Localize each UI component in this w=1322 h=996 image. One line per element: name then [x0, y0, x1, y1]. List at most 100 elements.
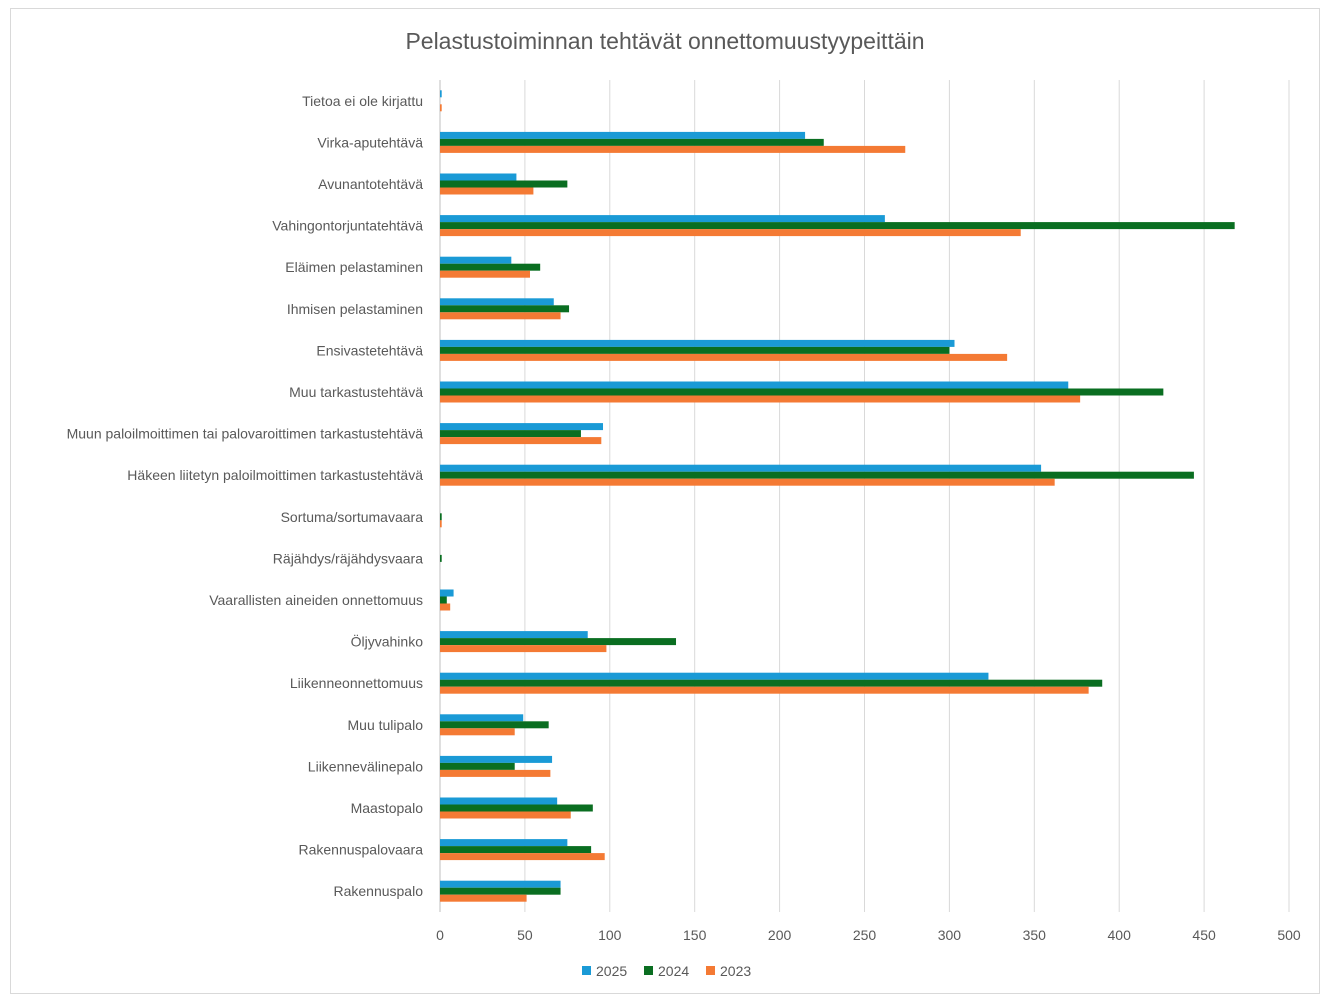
bar-2025: [440, 381, 1069, 389]
bar-2023: [440, 312, 561, 320]
bar-2023: [440, 603, 451, 611]
bar-2024: [440, 388, 1164, 396]
legend-label: 2024: [658, 963, 689, 979]
category-label: Räjähdys/räjähdysvaara: [273, 550, 423, 566]
x-tick-label: 300: [938, 927, 962, 943]
bar-2025: [440, 672, 989, 680]
category-label: Liikenneonnettomuus: [290, 675, 423, 691]
category-labels: Tietoa ei ole kirjattu Virka-aputehtävä Av…: [67, 93, 424, 899]
chart-frame: [10, 8, 1320, 994]
gridlines: [439, 80, 1290, 912]
category-label: Sortuma/sortumavaara: [281, 509, 424, 525]
bar-2023: [440, 187, 534, 195]
bar-2025: [440, 256, 512, 264]
bar-2025: [440, 589, 454, 597]
bar-2024: [440, 887, 561, 895]
legend: 2025 2024 2023: [582, 963, 751, 979]
bar-2023: [440, 769, 551, 777]
bar-2025: [440, 714, 524, 722]
bar-2024: [440, 762, 515, 770]
bar-2024: [440, 305, 570, 313]
category-label: Muun paloilmoittimen tai palovaroittimen…: [67, 426, 424, 442]
category-label: Liikennevälinepalo: [308, 758, 423, 774]
bar-2024: [440, 222, 1235, 230]
category-label: Avunantotehtävä: [318, 176, 423, 192]
tick-labels: 0 50 100 150 200 250 300 350 400 450 500: [436, 927, 1301, 943]
x-tick-label: 100: [598, 927, 622, 943]
bar-2025: [440, 423, 604, 431]
legend-swatch-2023: [706, 966, 715, 975]
bar-2024: [440, 638, 677, 646]
bar-2023: [440, 686, 1089, 694]
bar-2023: [440, 353, 1008, 361]
bar-2024: [440, 513, 442, 521]
bar-2024: [440, 263, 541, 271]
bar-2024: [440, 180, 568, 188]
bar-2024: [440, 138, 824, 146]
bar-2024: [440, 554, 442, 562]
category-label: Virka-aputehtävä: [317, 134, 423, 150]
bar-2024: [440, 679, 1103, 687]
legend-label: 2023: [720, 963, 751, 979]
legend-swatch-2025: [582, 966, 591, 975]
legend-swatch-2024: [644, 966, 653, 975]
legend-label: 2025: [596, 963, 627, 979]
bar-2025: [440, 90, 442, 98]
bar-2024: [440, 846, 592, 854]
x-tick-label: 400: [1108, 927, 1132, 943]
category-label: Rakennuspalovaara: [298, 842, 423, 858]
category-label: Rakennuspalo: [333, 883, 423, 899]
bar-2025: [440, 173, 517, 181]
x-tick-label: 200: [768, 927, 792, 943]
bar-2023: [440, 853, 605, 861]
bar-2025: [440, 464, 1042, 472]
bars: [440, 90, 1235, 902]
bar-2025: [440, 631, 588, 639]
x-tick-label: 50: [517, 927, 533, 943]
category-label: Öljyvahinko: [351, 633, 424, 650]
bar-2025: [440, 131, 806, 139]
x-tick-label: 450: [1192, 927, 1216, 943]
x-tick-label: 350: [1023, 927, 1047, 943]
bar-2023: [440, 894, 527, 902]
bar-2023: [440, 437, 602, 445]
category-label: Ensivastetehtävä: [316, 342, 423, 358]
bar-2023: [440, 478, 1055, 486]
x-tick-label: 250: [853, 927, 877, 943]
bar-2025: [440, 755, 553, 763]
bar-2023: [440, 811, 571, 819]
category-label: Ihmisen pelastaminen: [287, 301, 423, 317]
bar-2023: [440, 520, 442, 528]
bar-2024: [440, 471, 1194, 479]
bar-2024: [440, 721, 549, 729]
category-label: Maastopalo: [351, 800, 424, 816]
bar-2024: [440, 430, 581, 438]
bar-2023: [440, 395, 1081, 403]
bar-2025: [440, 215, 885, 223]
bar-2023: [440, 145, 906, 153]
bar-2023: [440, 229, 1021, 237]
bar-2023: [440, 270, 530, 278]
x-tick-label: 500: [1277, 927, 1301, 943]
bar-2023: [440, 645, 607, 653]
bar-2025: [440, 797, 558, 805]
bar-2025: [440, 298, 554, 306]
category-label: Muu tulipalo: [348, 717, 424, 733]
bar-2024: [440, 346, 950, 354]
bar-2023: [440, 104, 442, 112]
x-tick-label: 150: [683, 927, 707, 943]
bar-2024: [440, 804, 593, 812]
category-label: Vahingontorjuntatehtävä: [272, 218, 423, 234]
category-label: Häkeen liitetyn paloilmoittimen tarkastu…: [127, 467, 423, 483]
bar-2024: [440, 596, 447, 604]
bar-2025: [440, 880, 561, 888]
x-tick-label: 0: [436, 927, 444, 943]
chart-title: Pelastustoiminnan tehtävät onnettomuusty…: [405, 28, 925, 54]
bar-2025: [440, 339, 955, 347]
bar-2025: [440, 839, 568, 847]
category-label: Tietoa ei ole kirjattu: [302, 93, 423, 109]
category-label: Eläimen pelastaminen: [285, 259, 423, 275]
category-label: Vaarallisten aineiden onnettomuus: [209, 592, 423, 608]
category-label: Muu tarkastustehtävä: [289, 384, 423, 400]
